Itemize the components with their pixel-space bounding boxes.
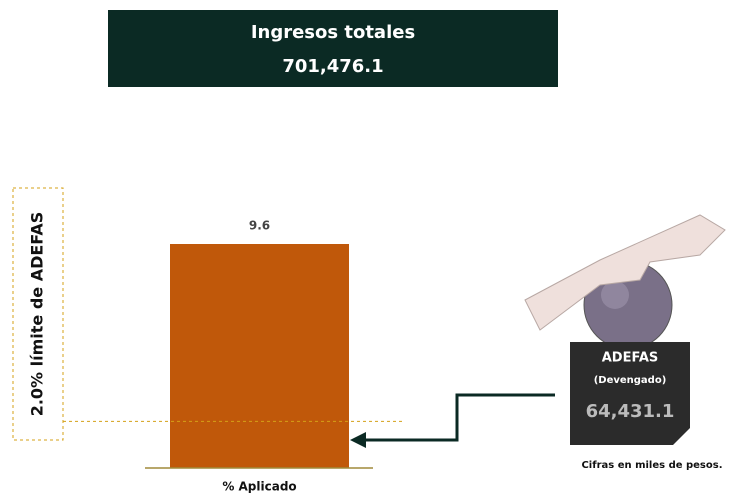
- category-label: % Aplicado: [222, 480, 296, 494]
- value-label: 9.6: [249, 219, 270, 233]
- summary-title: Ingresos totales: [251, 22, 415, 43]
- summary-value: 701,476.1: [282, 56, 383, 77]
- bar: [170, 244, 349, 468]
- summary-box: [108, 10, 558, 87]
- hand: [524, 214, 726, 331]
- adefas-title: ADEFAS: [602, 351, 659, 366]
- limit-label: 2.0% límite de ADEFAS: [28, 212, 47, 417]
- coin-detail: [601, 281, 629, 309]
- note: Cifras en miles de pesos.: [581, 460, 722, 471]
- arrow-head: [350, 432, 366, 448]
- adefas-value: 64,431.1: [586, 401, 675, 422]
- adefas-subtitle: (Devengado): [594, 375, 667, 386]
- arrow: [362, 393, 555, 442]
- adefas-box: [570, 342, 690, 445]
- limit-box: [12, 187, 64, 441]
